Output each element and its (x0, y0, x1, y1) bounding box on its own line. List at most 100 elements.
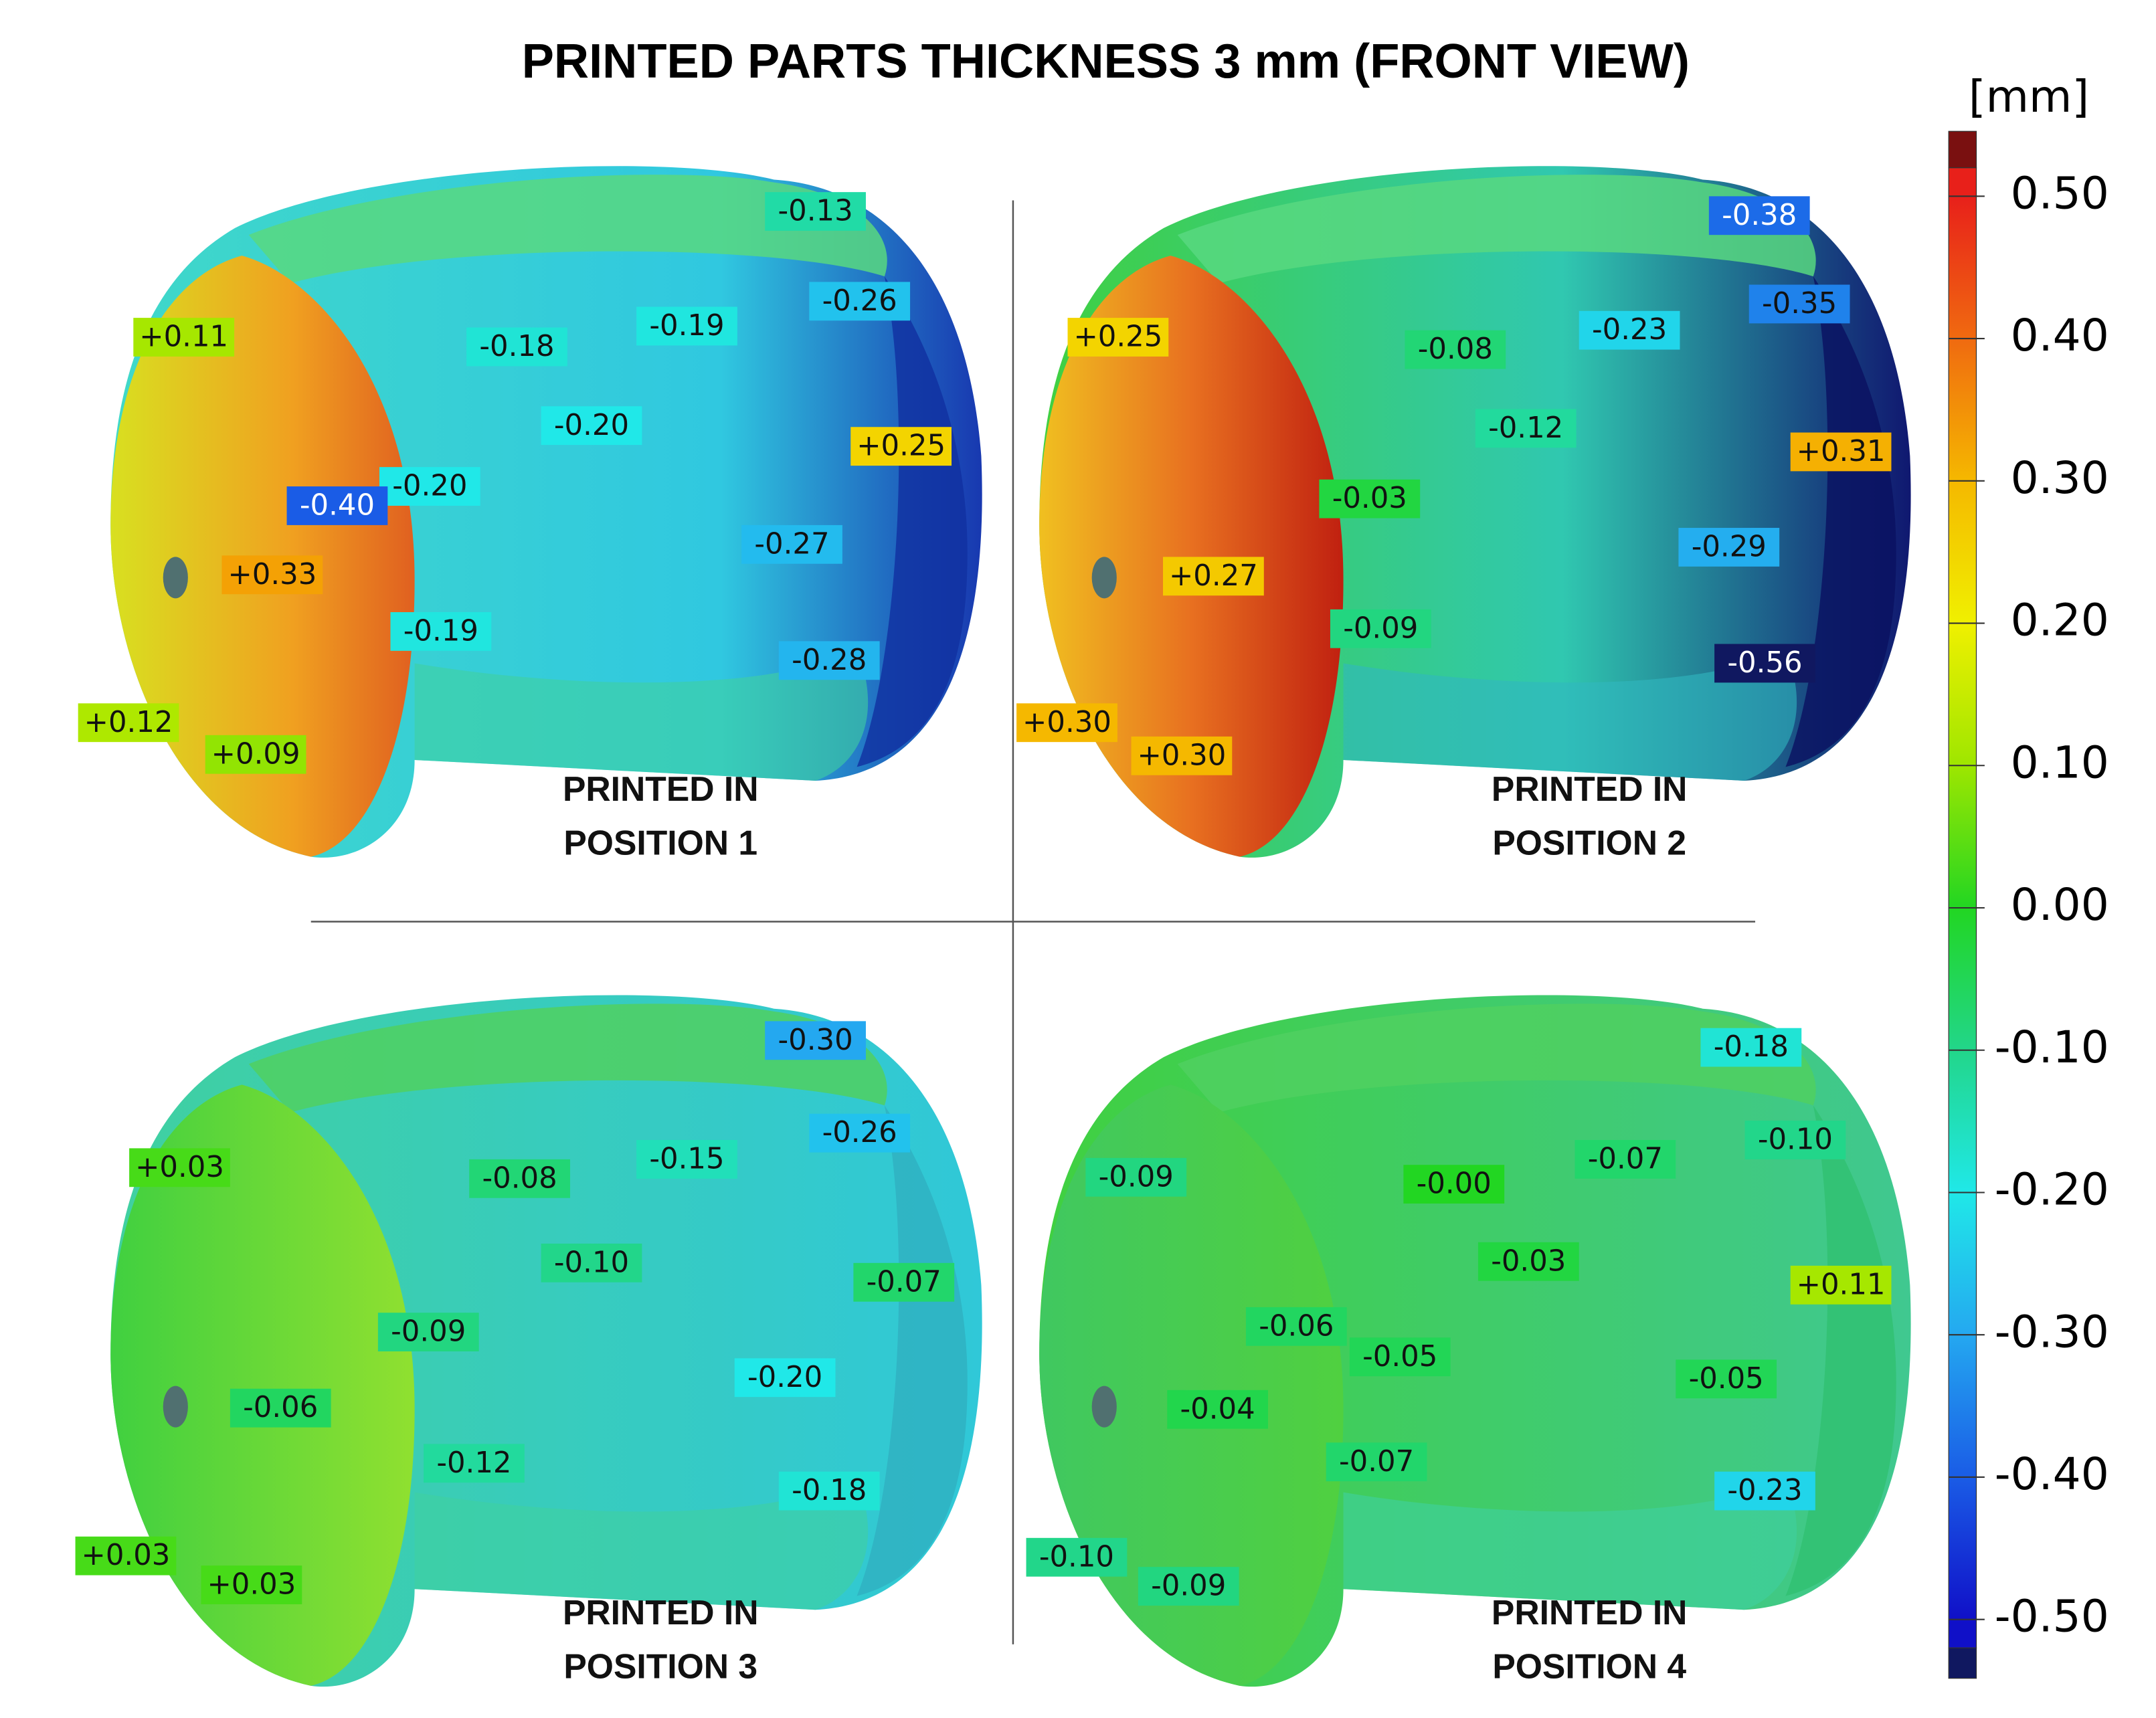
annotation-label: -0.00 (1417, 1167, 1492, 1201)
annotation-box (469, 1159, 570, 1198)
annotation-label: -0.23 (1592, 313, 1667, 347)
annotation-box (201, 1565, 302, 1604)
colorbar-tick-label: -0.10 (1995, 1022, 2109, 1073)
scan-lower-rim (1343, 649, 1797, 781)
colorbar-tick-label: 0.00 (2011, 879, 2109, 931)
panel-caption: POSITION 4 (1492, 1647, 1686, 1686)
scans (110, 166, 1911, 1687)
annotation-label: -0.07 (1588, 1142, 1663, 1175)
annotation-box (778, 1471, 880, 1511)
annotation-label: -0.08 (482, 1161, 557, 1195)
annotation-label: -0.26 (822, 284, 897, 318)
annotation-box (221, 555, 323, 595)
annotation-label: -0.18 (1714, 1030, 1789, 1064)
annotation-label: +0.27 (1169, 559, 1258, 593)
annotation-box (1676, 1359, 1777, 1399)
scan-cap (110, 1084, 415, 1686)
annotation-box (1714, 1471, 1815, 1511)
annotation-box (78, 703, 179, 743)
panel-caption: PRINTED IN (1492, 1593, 1688, 1632)
annotation-box (466, 327, 567, 367)
scan-lower-rim (1343, 1478, 1797, 1610)
colorbar-tick-label: -0.50 (1995, 1591, 2109, 1642)
annotation-box (230, 1388, 331, 1428)
annotation-label: -0.07 (867, 1265, 941, 1299)
annotation-label: -0.38 (1722, 199, 1797, 232)
annotation-label: -0.04 (1180, 1392, 1255, 1426)
panel-caption: PRINTED IN (563, 769, 759, 808)
scan-part (1039, 995, 1911, 1687)
annotation-box (1167, 1390, 1268, 1429)
scan-part (110, 166, 982, 858)
annotation-box (778, 641, 880, 680)
annotation-label: -0.56 (1727, 646, 1802, 680)
annotation-box (424, 1444, 525, 1483)
scan-edge (857, 276, 968, 767)
panel-caption: POSITION 3 (563, 1647, 757, 1686)
panel-caption: PRINTED IN (563, 1593, 759, 1632)
annotation-box (1700, 1028, 1802, 1067)
annotation-label: +0.33 (228, 558, 317, 591)
annotation-label: -0.30 (778, 1024, 852, 1057)
annotation-label: +0.11 (1797, 1268, 1886, 1301)
annotation-box (1579, 310, 1680, 350)
annotation-label: -0.26 (822, 1116, 897, 1149)
annotation-box (1067, 318, 1169, 357)
annotation-box (1138, 1567, 1239, 1606)
scan-edge (1785, 276, 1896, 767)
annotation-box (1085, 1157, 1187, 1197)
scan-rim (248, 175, 887, 284)
annotation-box (377, 1313, 479, 1351)
annotation-label: -0.10 (554, 1246, 629, 1279)
annotation-box (541, 406, 642, 446)
annotation-label: +0.03 (135, 1151, 224, 1184)
annotation-label: -0.06 (243, 1391, 318, 1424)
annotation-box (75, 1536, 177, 1576)
annotation-box (765, 1021, 866, 1060)
scan-hole (163, 1386, 188, 1428)
annotation-label: -0.19 (403, 614, 478, 648)
annotation-box (1678, 528, 1780, 567)
annotation-label: -0.09 (1151, 1569, 1226, 1603)
annotation-label: -0.09 (1099, 1160, 1174, 1194)
scan-edge (857, 1105, 968, 1596)
colorbar-below (1948, 1647, 1977, 1679)
annotations: -0.13 -0.26 +0.11 -0.18 -0.19 -0.20 +0.25 -0.20… (75, 192, 1892, 1606)
scan-hole (163, 557, 188, 599)
annotation-label: -0.40 (300, 489, 375, 522)
annotation-box (1349, 1337, 1451, 1377)
colorbar-tick-label: 0.20 (2011, 595, 2109, 646)
scan-cap (1039, 1084, 1344, 1686)
panel-caption: POSITION 1 (563, 824, 757, 862)
scan-rim (1177, 1004, 1816, 1113)
annotation-label: -0.05 (1689, 1362, 1764, 1396)
annotation-label: -0.23 (1727, 1474, 1802, 1507)
colorbar-tick-label: 0.30 (2011, 452, 2109, 504)
colorbar-tick-label: -0.20 (1995, 1164, 2109, 1216)
annotation-label: -0.28 (792, 644, 867, 677)
annotation-box (1330, 609, 1431, 648)
annotation-box (741, 524, 842, 564)
annotation-box (1475, 409, 1577, 448)
annotation-box (1405, 330, 1506, 369)
annotation-box (765, 192, 866, 231)
annotation-label: +0.25 (1073, 320, 1162, 354)
panel-caption: PRINTED IN (1492, 769, 1688, 808)
scan-hole (1091, 557, 1117, 599)
colorbar-tick-label: 0.50 (2011, 167, 2109, 219)
annotation-box (636, 306, 737, 346)
annotation-box (1744, 1121, 1846, 1159)
annotation-box (133, 318, 235, 357)
annotation-box (1026, 1537, 1128, 1577)
annotation-label: -0.07 (1339, 1445, 1414, 1478)
annotation-box (129, 1148, 230, 1187)
annotation-label: +0.25 (857, 430, 946, 463)
annotation-label: -0.03 (1491, 1244, 1566, 1278)
annotation-box (1748, 284, 1850, 324)
annotation-label: -0.35 (1762, 287, 1837, 320)
annotation-box (1319, 479, 1421, 518)
annotation-box (390, 612, 492, 651)
annotation-box (1245, 1307, 1347, 1346)
scan-rim (248, 1004, 887, 1113)
annotation-label: +0.30 (1137, 739, 1226, 772)
